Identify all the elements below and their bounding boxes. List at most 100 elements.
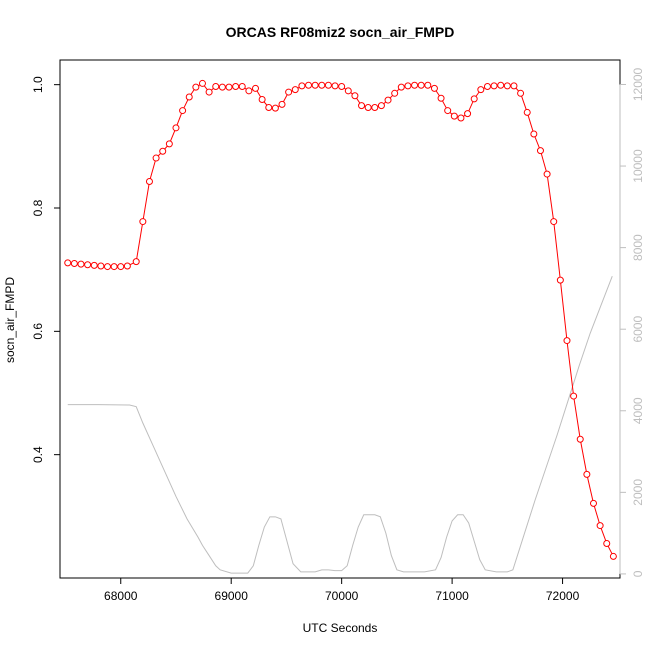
y-axis-right: 0 2000 4000 6000 8000 10000 12000 xyxy=(619,67,645,577)
altitude-series xyxy=(67,275,613,574)
fmpd-point xyxy=(543,170,551,178)
fmpd-point xyxy=(192,83,200,91)
fmpd-point xyxy=(576,435,584,443)
fmpd-point xyxy=(212,83,220,91)
fmpd-point xyxy=(117,263,125,271)
x-tick-label: 70000 xyxy=(325,589,359,603)
fmpd-point xyxy=(536,147,544,155)
fmpd-point xyxy=(305,81,313,89)
x-axis: 68000 69000 70000 71000 72000 xyxy=(104,578,580,603)
fmpd-point xyxy=(417,81,425,89)
y2-tick-label: 12000 xyxy=(631,67,645,101)
fmpd-point xyxy=(172,124,180,132)
y-axis-label: socn_air_FMPD xyxy=(3,277,17,363)
x-tick-label: 72000 xyxy=(546,589,580,603)
fmpd-point xyxy=(238,83,246,91)
fmpd-point xyxy=(152,154,160,162)
fmpd-point xyxy=(450,112,458,120)
fmpd-point xyxy=(609,552,617,560)
plot-frame xyxy=(59,59,621,579)
fmpd-point xyxy=(318,81,326,89)
altitude-line xyxy=(67,275,613,574)
x-tick-label: 68000 xyxy=(104,589,138,603)
fmpd-point xyxy=(517,89,525,97)
fmpd-point xyxy=(258,95,266,103)
fmpd-point xyxy=(483,83,491,91)
fmpd-point xyxy=(490,82,498,90)
fmpd-point xyxy=(550,218,558,226)
y2-tick-label: 2000 xyxy=(631,479,645,506)
fmpd-point xyxy=(391,89,399,97)
fmpd-point xyxy=(364,103,372,111)
fmpd-point xyxy=(331,82,339,90)
fmpd-point xyxy=(110,263,118,271)
fmpd-point xyxy=(470,95,478,103)
fmpd-point xyxy=(603,539,611,547)
fmpd-point xyxy=(503,82,511,90)
fmpd-point xyxy=(596,522,604,530)
fmpd-point xyxy=(145,177,153,185)
fmpd-point xyxy=(457,114,465,122)
fmpd-point xyxy=(218,83,226,91)
y2-tick-label: 8000 xyxy=(631,234,645,261)
fmpd-point xyxy=(589,499,597,507)
fmpd-point xyxy=(530,130,538,138)
fmpd-point xyxy=(371,103,379,111)
fmpd-point xyxy=(344,87,352,95)
y-tick-label: 1.0 xyxy=(31,76,45,93)
fmpd-point xyxy=(570,392,578,400)
fmpd-point xyxy=(225,83,233,91)
y-tick-label: 0.8 xyxy=(31,199,45,216)
fmpd-point xyxy=(103,263,111,271)
x-tick-label: 71000 xyxy=(435,589,469,603)
fmpd-point xyxy=(338,83,346,91)
x-tick-label: 69000 xyxy=(215,589,249,603)
y-axis-left: 0.4 0.6 0.8 1.0 xyxy=(31,76,60,463)
fmpd-point xyxy=(430,84,438,92)
y2-tick-label: 0 xyxy=(631,570,645,577)
fmpd-point xyxy=(411,81,419,89)
fmpd-point xyxy=(464,110,472,118)
fmpd-point xyxy=(510,82,518,90)
fmpd-point xyxy=(90,261,98,269)
fmpd-point xyxy=(245,87,253,95)
fmpd-point xyxy=(185,93,193,101)
fmpd-point xyxy=(351,92,359,100)
fmpd-point xyxy=(285,88,293,96)
fmpd-point xyxy=(179,107,187,115)
fmpd-series xyxy=(64,79,617,560)
fmpd-point xyxy=(404,82,412,90)
fmpd-point xyxy=(523,108,531,116)
fmpd-point xyxy=(77,260,85,268)
fmpd-point xyxy=(298,82,306,90)
y-tick-label: 0.4 xyxy=(31,446,45,463)
fmpd-point xyxy=(64,259,72,267)
fmpd-point xyxy=(70,260,78,267)
fmpd-point xyxy=(397,83,405,91)
fmpd-point xyxy=(205,88,213,96)
fmpd-point xyxy=(123,262,131,270)
fmpd-point xyxy=(583,470,591,478)
fmpd-point xyxy=(265,103,273,111)
x-axis-label: UTC Seconds xyxy=(303,621,378,635)
y-tick-label: 0.6 xyxy=(31,323,45,340)
fmpd-point xyxy=(444,107,452,115)
fmpd-point xyxy=(377,102,385,110)
fmpd-point xyxy=(165,140,173,148)
fmpd-point xyxy=(132,258,140,266)
fmpd-point xyxy=(97,262,105,270)
fmpd-point xyxy=(159,147,167,155)
fmpd-point xyxy=(497,81,505,89)
fmpd-point xyxy=(139,218,147,226)
fmpd-point xyxy=(358,102,366,110)
fmpd-line xyxy=(67,82,614,557)
fmpd-point xyxy=(198,79,206,87)
fmpd-point xyxy=(563,337,571,345)
fmpd-point xyxy=(291,86,299,94)
y2-tick-label: 4000 xyxy=(631,397,645,424)
fmpd-point xyxy=(271,104,279,112)
fmpd-point xyxy=(384,96,392,104)
fmpd-point xyxy=(311,81,319,89)
fmpd-point xyxy=(424,81,432,89)
